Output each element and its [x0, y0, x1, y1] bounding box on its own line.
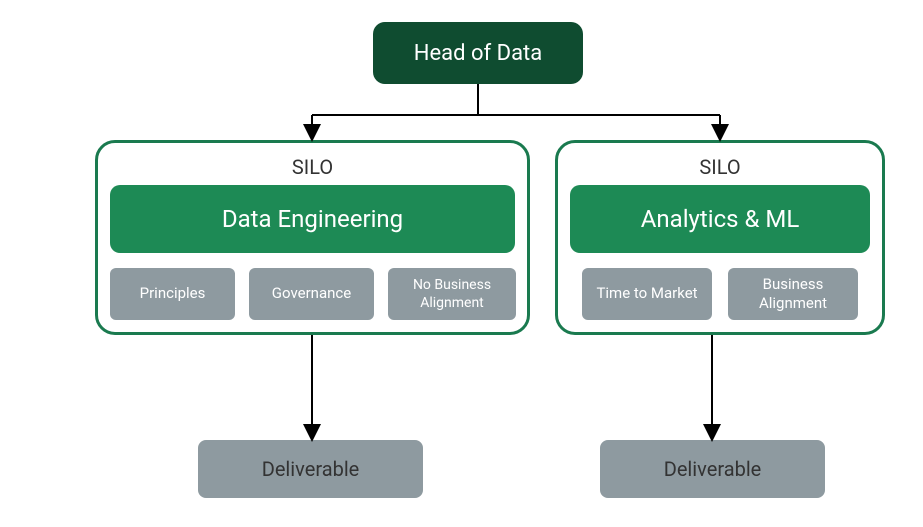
silo-right-header: SILO: [558, 155, 882, 179]
silo-left-attr-0-label: Principles: [140, 284, 206, 304]
silo-left-attr-0: Principles: [110, 268, 235, 320]
silo-right-deliverable-label: Deliverable: [664, 457, 762, 481]
silo-left-attr-2: No Business Alignment: [388, 268, 516, 320]
silo-left-deliverable: Deliverable: [198, 440, 423, 498]
silo-right-attr-1: Business Alignment: [728, 268, 858, 320]
silo-left-deliverable-label: Deliverable: [262, 457, 360, 481]
head-of-data-label: Head of Data: [414, 41, 542, 66]
silo-right-attr-0: Time to Market: [582, 268, 712, 320]
silo-left-attr-1: Governance: [249, 268, 374, 320]
head-of-data-box: Head of Data: [373, 22, 583, 84]
silo-right-attr-1-label: Business Alignment: [728, 275, 858, 314]
silo-left-title: Data Engineering: [110, 185, 515, 253]
silo-left-title-label: Data Engineering: [222, 205, 403, 233]
silo-right-title-label: Analytics & ML: [641, 205, 800, 233]
silo-left-attr-2-label: No Business Alignment: [388, 276, 516, 312]
silo-right-attr-0-label: Time to Market: [596, 284, 697, 304]
silo-right-deliverable: Deliverable: [600, 440, 825, 498]
silo-left-attr-1-label: Governance: [272, 284, 351, 304]
silo-right-title: Analytics & ML: [570, 185, 870, 253]
silo-left-header: SILO: [98, 155, 527, 179]
